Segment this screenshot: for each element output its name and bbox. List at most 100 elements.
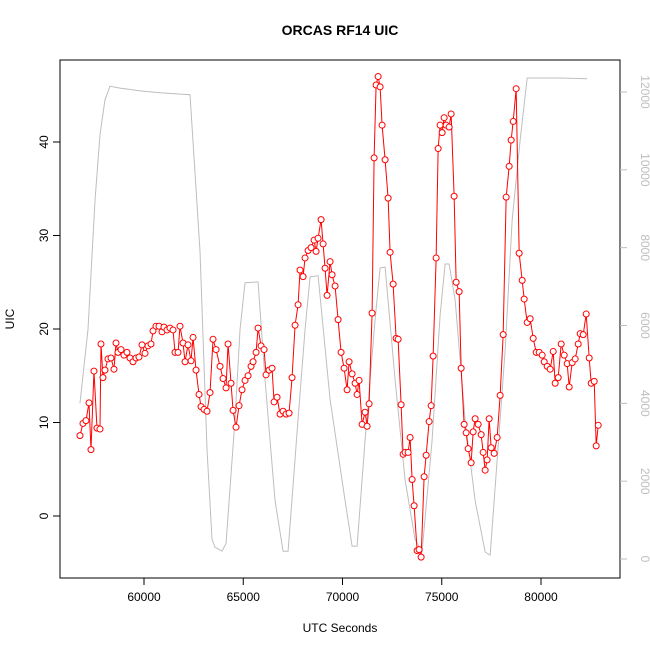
y2-tick-label: 12000: [638, 75, 650, 109]
x-tick-label: 70000: [326, 590, 360, 604]
data-point: [232, 423, 240, 431]
data-point: [397, 401, 405, 409]
data-point: [512, 85, 520, 93]
data-point: [314, 234, 322, 242]
data-point: [415, 546, 423, 554]
data-point: [212, 346, 220, 354]
x-tick-label: 60000: [127, 590, 161, 604]
data-point: [348, 370, 356, 378]
x-axis-label: UTC Seconds: [303, 621, 378, 635]
x-tick-label: 80000: [524, 590, 558, 604]
data-point: [549, 347, 557, 355]
data-point: [565, 383, 573, 391]
data-point: [438, 129, 446, 137]
data-point: [317, 216, 325, 224]
data-point: [554, 374, 562, 382]
data-point: [417, 553, 425, 561]
data-point: [249, 358, 257, 366]
data-point: [436, 121, 444, 129]
data-point: [376, 83, 384, 91]
data-point: [471, 415, 479, 423]
data-point: [389, 280, 397, 288]
data-point: [529, 334, 537, 342]
data-point: [206, 389, 214, 397]
data-point: [176, 322, 184, 330]
data-point: [96, 425, 104, 433]
data-point: [273, 393, 281, 401]
data-point: [323, 291, 331, 299]
y2-tick-label: 10000: [638, 153, 650, 187]
data-point: [141, 349, 149, 357]
data-point: [425, 418, 433, 426]
data-point: [455, 288, 463, 296]
data-point: [384, 194, 392, 202]
data-point: [450, 192, 458, 200]
data-point: [445, 123, 453, 131]
data-point: [579, 331, 587, 339]
data-point: [481, 466, 489, 474]
data-point: [252, 348, 260, 356]
data-point: [427, 402, 435, 410]
data-point: [507, 136, 515, 144]
data-point: [326, 258, 334, 266]
data-point: [368, 309, 376, 317]
data-point: [460, 420, 468, 428]
data-point: [82, 417, 90, 425]
data-point: [378, 121, 386, 129]
data-point: [110, 365, 118, 373]
data-point: [404, 448, 412, 456]
data-point: [312, 247, 320, 255]
data-point: [499, 331, 507, 339]
data-point: [288, 374, 296, 382]
data-point: [571, 355, 579, 363]
data-point: [328, 271, 336, 279]
x-tick-label: 75000: [425, 590, 459, 604]
data-point: [493, 433, 501, 441]
data-point: [353, 390, 361, 398]
y-tick-label: 30: [37, 229, 51, 243]
y2-tick-label: 8000: [638, 234, 650, 261]
data-point: [195, 390, 203, 398]
x-tick-label: 65000: [227, 590, 261, 604]
data-point: [574, 340, 582, 348]
data-point: [123, 348, 131, 356]
data-point: [386, 248, 394, 256]
data-point: [117, 346, 125, 354]
data-point: [557, 340, 565, 348]
data-point: [169, 326, 177, 334]
data-point: [447, 110, 455, 118]
data-point: [394, 335, 402, 343]
data-point: [101, 366, 109, 374]
data-point: [487, 444, 495, 452]
data-point: [474, 420, 482, 428]
data-point: [406, 433, 414, 441]
data-point: [551, 379, 559, 387]
data-point: [147, 340, 155, 348]
data-point: [181, 358, 189, 366]
data-point: [319, 240, 327, 248]
data-point: [219, 375, 227, 383]
data-point: [434, 145, 442, 153]
y-tick-label: 20: [37, 322, 51, 336]
data-point: [365, 400, 373, 408]
data-point: [526, 315, 534, 323]
data-point: [244, 372, 252, 380]
data-point: [469, 428, 477, 436]
data-point: [87, 446, 95, 454]
data-point: [331, 282, 339, 290]
data-point: [490, 449, 498, 457]
data-point: [192, 366, 200, 374]
data-point: [343, 386, 351, 394]
data-point: [227, 379, 235, 387]
data-point: [440, 114, 448, 122]
data-point: [76, 432, 84, 440]
series-line: [79, 77, 588, 556]
data-point: [483, 456, 491, 464]
data-point: [422, 451, 430, 459]
data-point: [590, 377, 598, 385]
data-point: [260, 346, 268, 354]
data-point: [355, 376, 363, 384]
data-point: [502, 193, 510, 201]
